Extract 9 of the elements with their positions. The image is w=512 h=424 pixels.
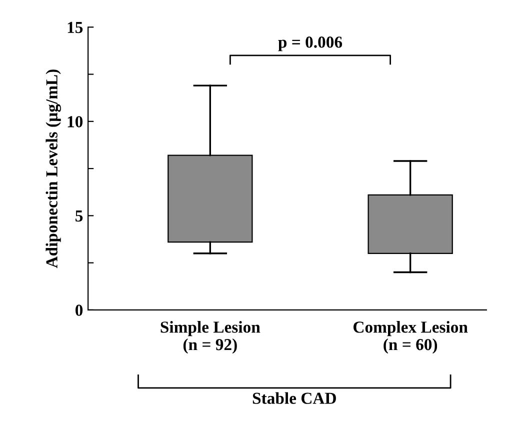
y-tick-label: 0 <box>76 304 83 316</box>
x-tick-label: Complex Lesion (n = 60) <box>354 321 468 354</box>
text: Stable CAD <box>252 392 336 404</box>
x-tick-label: Simple Lesion (n = 92) <box>160 321 260 354</box>
y-axis-title: Adiponectin Levels (µg/mL) <box>46 70 61 268</box>
y-tick-label: 5 <box>76 210 83 222</box>
y-tick-label: 10 <box>68 116 83 128</box>
annotation: p = 0.006 <box>278 36 342 52</box>
y-tick-label: 15 <box>68 22 83 34</box>
